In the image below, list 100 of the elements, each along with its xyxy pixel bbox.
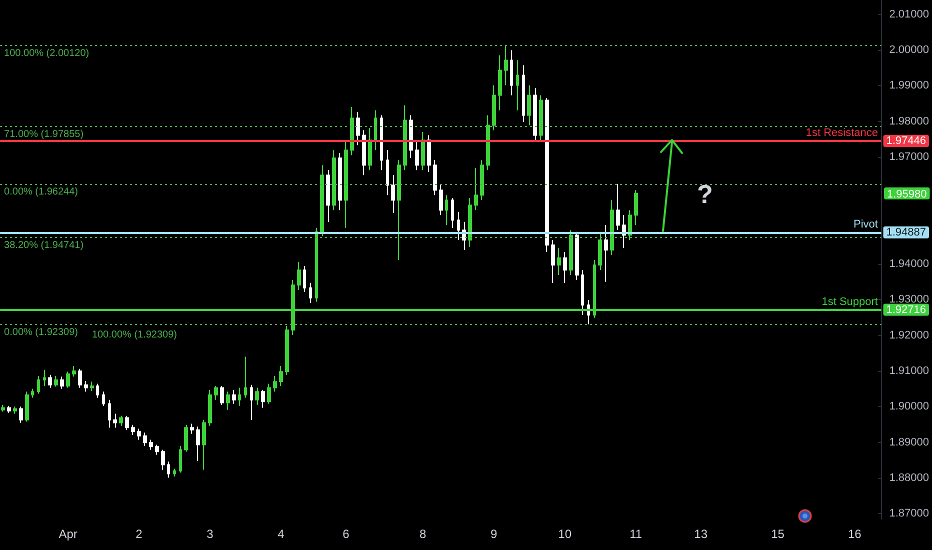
candlestick — [96, 383, 99, 398]
candlestick — [137, 428, 141, 440]
x-tick-label: 15 — [771, 527, 785, 541]
candlestick — [616, 183, 620, 231]
candlestick — [119, 415, 123, 426]
candlestick — [427, 134, 431, 172]
x-tick-label: 11 — [630, 527, 642, 541]
candlestick — [84, 380, 88, 392]
candlestick — [1, 404, 5, 412]
candlestick — [66, 371, 70, 388]
candlestick — [43, 369, 46, 386]
candlestick — [474, 168, 478, 211]
candlestick — [173, 468, 176, 478]
candlestick — [179, 445, 182, 474]
candlestick — [551, 240, 555, 284]
candlestick — [445, 194, 448, 226]
candlestick — [628, 210, 632, 241]
candlestick — [309, 282, 312, 304]
y-tick-label: 1.88000 — [889, 472, 930, 484]
candlestick — [480, 160, 484, 201]
candlestick — [451, 197, 454, 228]
y-tick-label: 1.91000 — [889, 364, 930, 377]
candlestick — [303, 266, 306, 292]
candlestick — [569, 230, 573, 276]
y-tick-label: 1.87000 — [889, 508, 930, 520]
candlestick — [244, 356, 247, 398]
candlestick — [433, 160, 437, 196]
candlestick — [510, 50, 513, 96]
candlestick — [368, 128, 372, 171]
candlestick — [202, 419, 206, 470]
candlestick — [125, 415, 129, 430]
ref-line-label: 1.97446 — [886, 135, 926, 148]
candlestick — [226, 391, 230, 410]
candlestick — [90, 381, 94, 392]
ref-line-label: 38.20% (1.94741) — [4, 240, 84, 252]
candlestick — [539, 94, 543, 142]
candlestick — [102, 391, 105, 406]
candlestick — [332, 150, 336, 211]
annotation: Pivot — [854, 218, 878, 230]
candlestick — [113, 413, 117, 428]
candlestick — [13, 406, 17, 414]
candlestick — [533, 88, 537, 141]
ref-line-label: 0.00% (1.92309) — [4, 326, 78, 338]
candlestick — [604, 224, 608, 282]
text: 1.95980 — [887, 188, 927, 200]
candlestick — [7, 405, 11, 414]
candlestick — [184, 424, 188, 452]
y-tick-label: 1.94000 — [889, 258, 930, 270]
candlestick — [439, 184, 443, 216]
candlestick — [350, 106, 354, 156]
candlestick — [415, 140, 419, 171]
x-tick-label: 4 — [278, 527, 285, 541]
candlestick — [315, 227, 318, 302]
candlestick — [208, 389, 212, 426]
candlestick — [261, 389, 265, 408]
candlestick — [362, 130, 366, 176]
candlestick — [54, 375, 58, 388]
candlestick — [250, 384, 253, 420]
candlestick — [190, 423, 194, 434]
candlestick — [338, 152, 342, 211]
candlestick — [344, 140, 348, 228]
candlestick — [320, 164, 324, 237]
x-tick-label: 2 — [136, 527, 143, 541]
candlestick — [516, 60, 519, 111]
candlestick — [545, 98, 549, 252]
annotation: 1st Resistance — [806, 127, 878, 140]
candlestick — [238, 387, 241, 406]
y-tick-label: 1.89000 — [889, 436, 930, 448]
candlestick — [214, 385, 218, 400]
candlestick — [72, 365, 76, 378]
candlestick — [457, 211, 460, 241]
x-tick-label: 16 — [848, 527, 862, 541]
candlestick — [155, 444, 159, 456]
candlestick — [37, 375, 40, 394]
annotation: 1st Support — [822, 296, 878, 308]
candlestick — [161, 449, 165, 470]
candlestick — [297, 261, 301, 290]
y-tick-label: 1.99000 — [889, 80, 930, 92]
candlestick — [196, 426, 200, 462]
y-tick-label: 2.00000 — [889, 44, 930, 56]
ref-line-label: 1.94887 — [886, 226, 926, 238]
candlestick — [527, 84, 531, 126]
candlestick — [267, 383, 271, 404]
candlestick — [486, 114, 490, 171]
annotation: 100.00% (1.92309) — [92, 329, 178, 340]
x-tick-label: 3 — [206, 527, 214, 541]
candlestick — [409, 114, 413, 159]
candlestick — [557, 247, 561, 276]
candlestick — [581, 270, 584, 316]
y-tick-label: 1.92000 — [889, 329, 930, 342]
candlestick — [25, 391, 29, 422]
candlestick — [380, 114, 383, 171]
ref-line-label: 0.00% (1.96244) — [4, 186, 78, 198]
annotation: ? — [697, 179, 713, 209]
candlestick — [397, 160, 401, 261]
candlestick — [421, 131, 425, 171]
candlestick — [220, 385, 224, 406]
candlestick — [255, 387, 259, 406]
y-tick-label: 1.98000 — [889, 115, 930, 128]
ref-line-label: 100.00% (2.00120) — [4, 48, 90, 60]
